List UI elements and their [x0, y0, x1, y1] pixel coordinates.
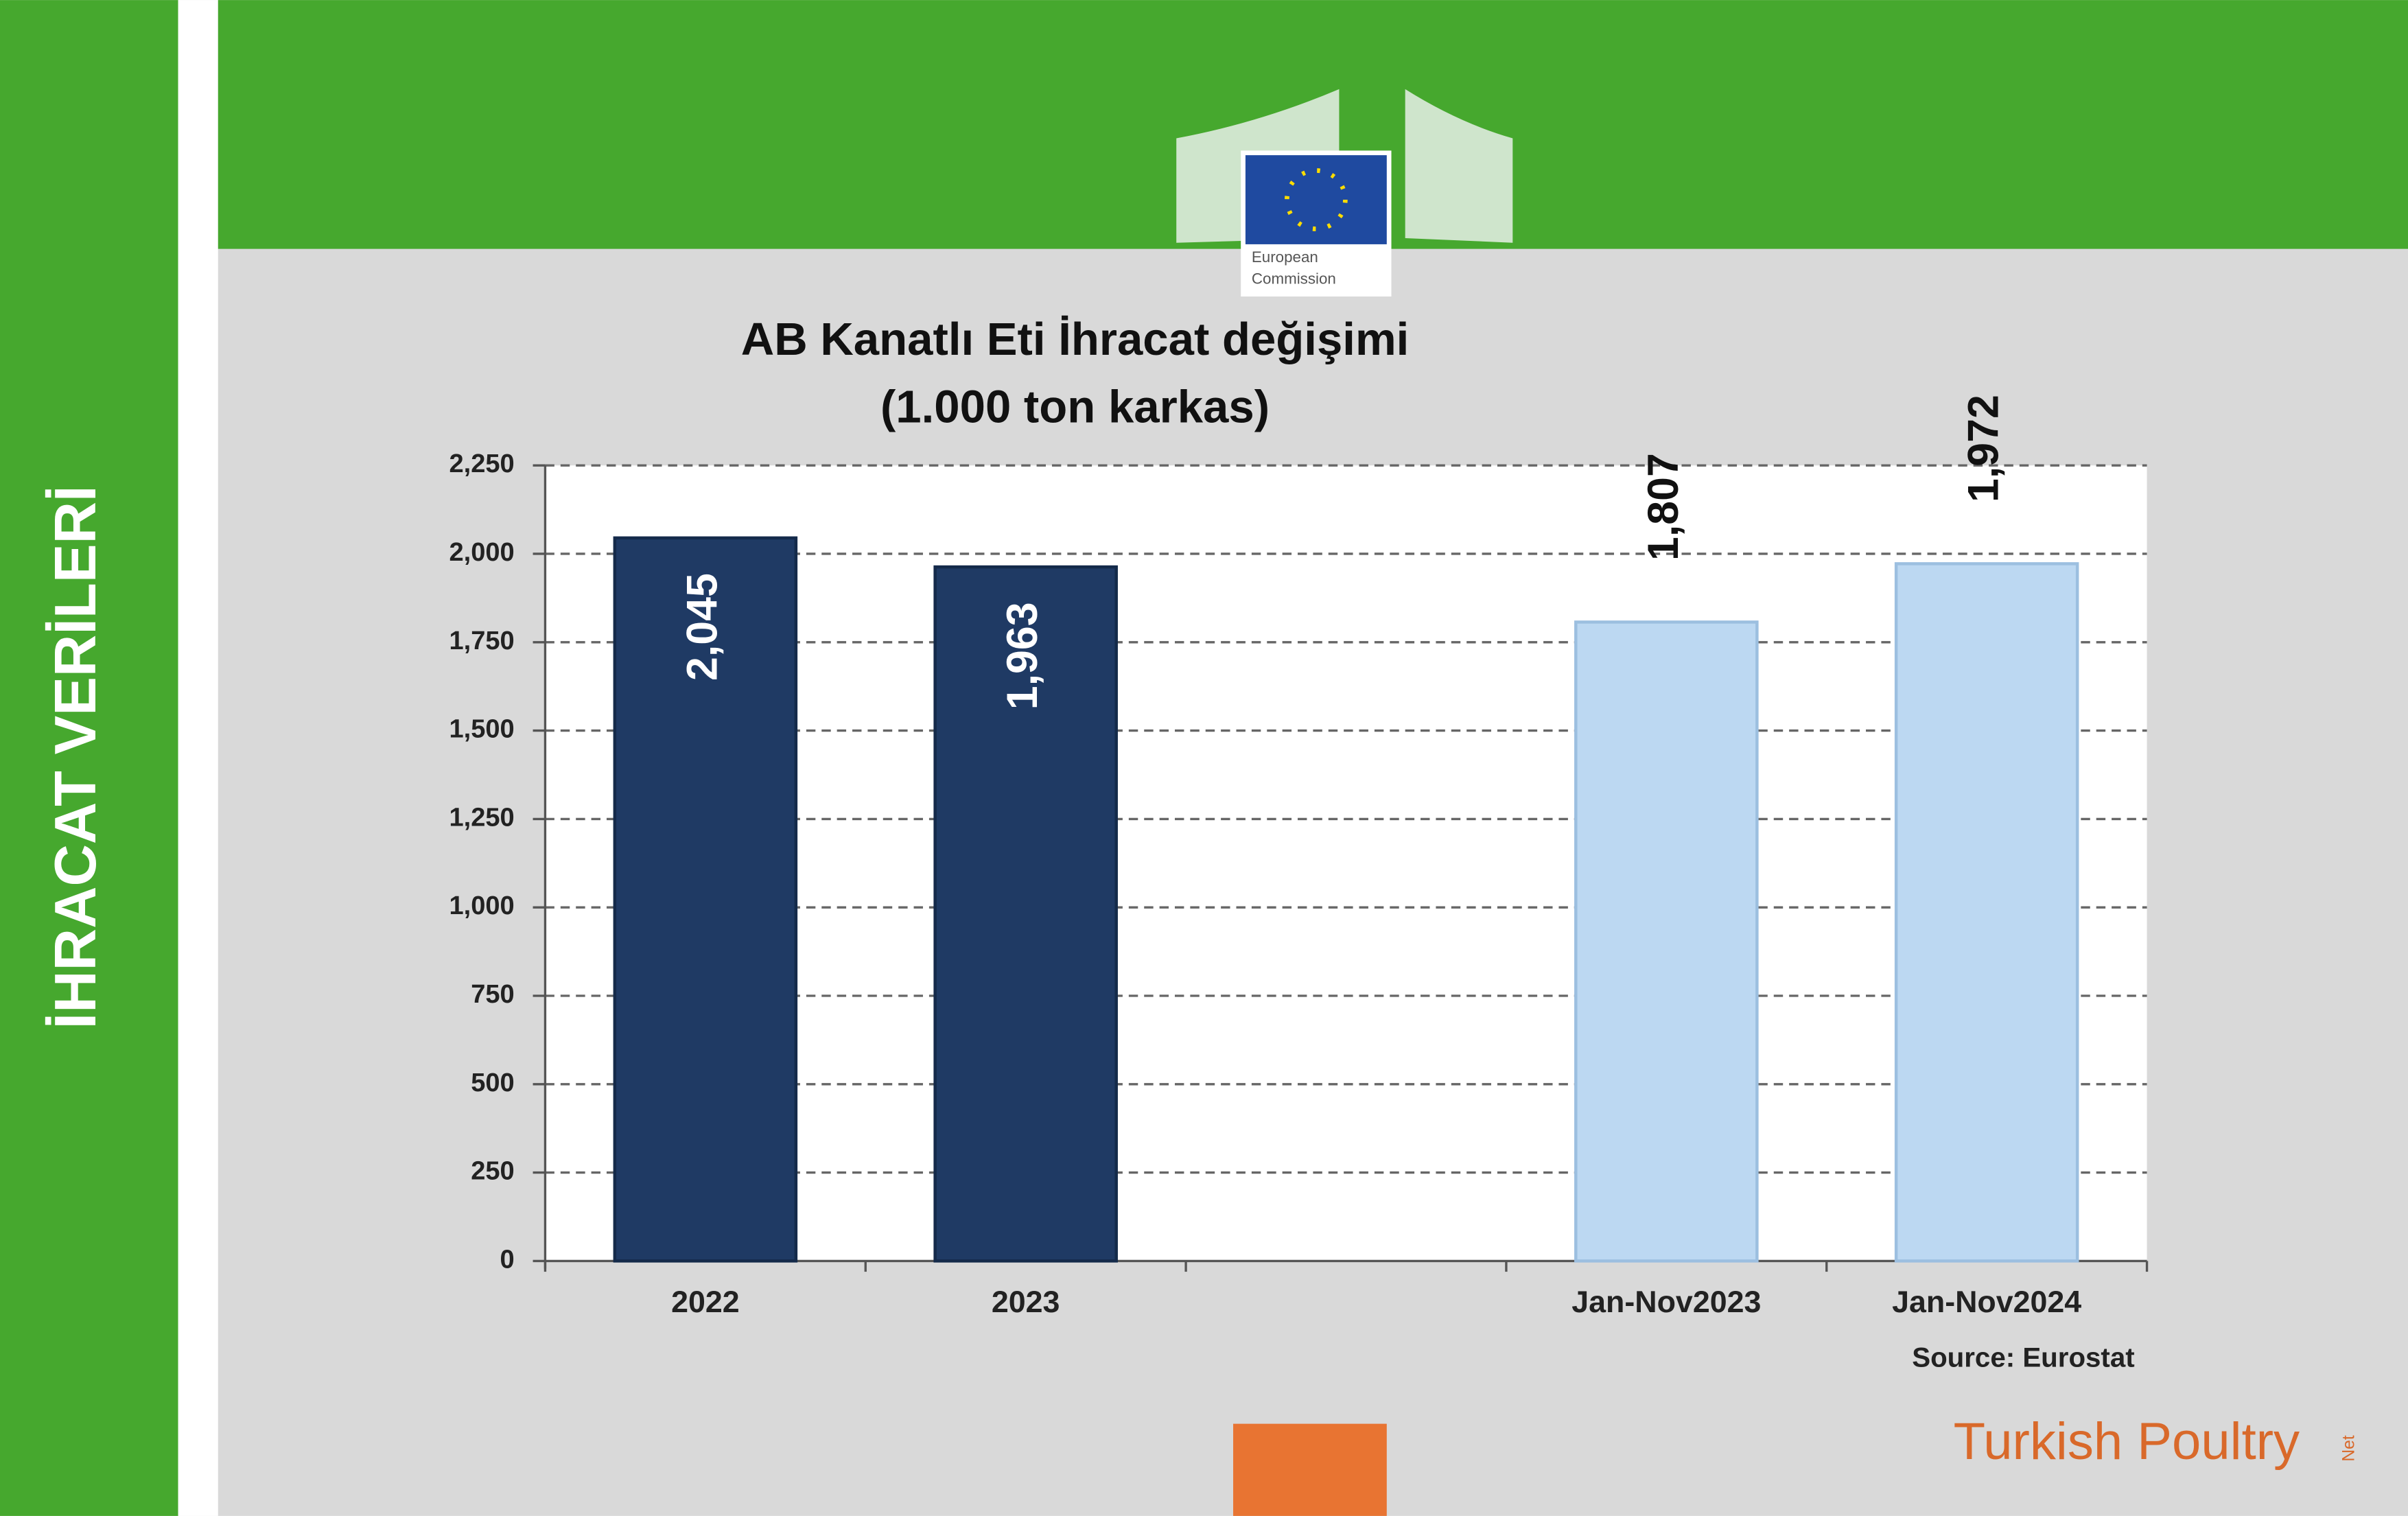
- source: Source: Eurostat: [1912, 1342, 2134, 1373]
- plot-area: [545, 465, 2147, 1261]
- eu-logo: European Commission: [1176, 89, 1513, 297]
- y-tick-label: 1,750: [449, 627, 515, 655]
- side-band: [0, 0, 178, 1516]
- y-tick-label: 250: [471, 1157, 514, 1186]
- y-tick-label: 1,500: [449, 715, 515, 744]
- y-tick-label: 1,000: [449, 891, 515, 920]
- x-tick-label: Jan-Nov2024: [1892, 1285, 2081, 1319]
- value-label: 1,963: [998, 602, 1047, 710]
- y-tick-label: 500: [471, 1069, 514, 1097]
- chart: 0 250 500 750 1,000 1,250 1,500 1,750 2,000 2,250…: [449, 395, 2149, 1319]
- x-tick-label: Jan-Nov2023: [1571, 1285, 1761, 1319]
- side-label: İHRACAT VERİLERİ: [43, 485, 108, 1029]
- chart-subtitle: (1.000 ton karkas): [880, 381, 1270, 432]
- y-tick-label: 1,250: [449, 803, 515, 832]
- bar: [613, 536, 798, 1263]
- logo-text: Commission: [1252, 270, 1336, 287]
- bar: [1574, 620, 1759, 1263]
- bar: [933, 565, 1118, 1263]
- value-label: 2,045: [678, 573, 726, 681]
- y-tick-label: 2,250: [449, 450, 515, 478]
- brand-suffix: Net: [2339, 1435, 2358, 1461]
- value-label: 1,972: [1960, 395, 2008, 502]
- y-tick-label: 0: [500, 1245, 515, 1274]
- y-tick-label: 750: [471, 980, 514, 1009]
- x-tick-label: 2022: [671, 1285, 740, 1319]
- bar: [1894, 562, 2079, 1263]
- chart-title: AB Kanatlı Eti İhracat değişimi: [741, 314, 1410, 365]
- brand: Turkish Poultry: [1954, 1412, 2300, 1471]
- x-tick-label: 2023: [992, 1285, 1060, 1319]
- logo-text: European: [1252, 248, 1318, 266]
- side-stripe: [178, 0, 218, 1516]
- value-label: 1,807: [1639, 453, 1687, 561]
- accent-block: [1233, 1423, 1387, 1516]
- y-tick-label: 2,000: [449, 538, 515, 567]
